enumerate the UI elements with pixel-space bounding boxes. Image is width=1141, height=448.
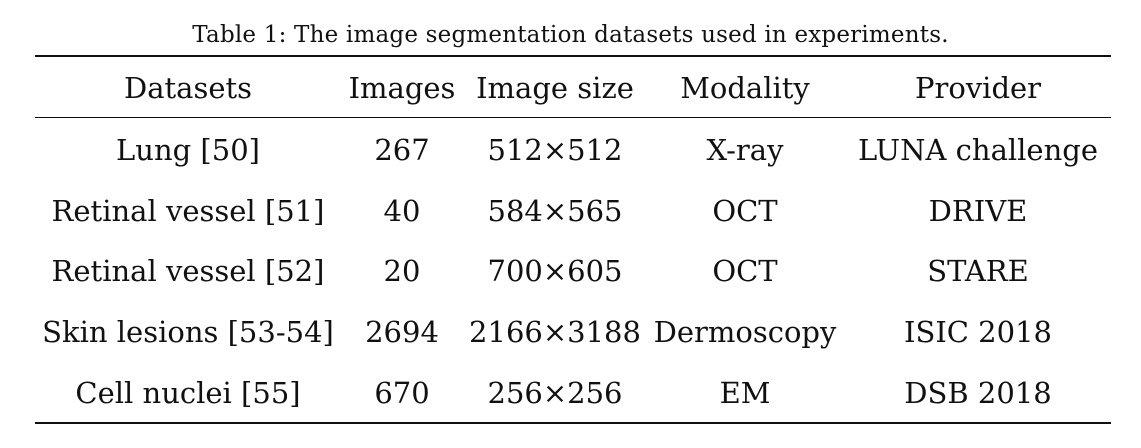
top-rule (35, 55, 1111, 57)
cell-provider: DRIVE (928, 194, 1028, 228)
cell-dataset: Cell nuclei [55] (75, 376, 301, 410)
cell-image-size: 700×605 (487, 254, 623, 288)
cell-provider: STARE (927, 254, 1029, 288)
cell-dataset: Retinal vessel [51] (51, 194, 325, 228)
cell-image-size: 584×565 (487, 194, 623, 228)
header-datasets: Datasets (123, 71, 253, 105)
table-row: Retinal vessel [52] 20 700×605 OCT STARE (0, 251, 1141, 291)
table-header-row: Datasets Images Image size Modality Prov… (0, 68, 1141, 108)
cell-modality: Dermoscopy (653, 315, 837, 349)
cell-dataset: Retinal vessel [52] (51, 254, 325, 288)
cell-images: 40 (383, 194, 421, 228)
cell-provider: ISIC 2018 (904, 315, 1052, 349)
cell-image-size: 256×256 (487, 376, 623, 410)
cell-dataset: Skin lesions [53-54] (42, 315, 334, 349)
header-modality: Modality (680, 71, 810, 105)
cell-images: 267 (374, 133, 430, 167)
header-rule (35, 117, 1111, 118)
cell-images: 20 (383, 254, 421, 288)
cell-dataset: Lung [50] (116, 133, 260, 167)
bottom-rule (35, 422, 1111, 424)
table-row: Retinal vessel [51] 40 584×565 OCT DRIVE (0, 191, 1141, 231)
cell-modality: OCT (712, 194, 778, 228)
header-image-size: Image size (476, 71, 634, 105)
cell-provider: DSB 2018 (904, 376, 1052, 410)
cell-images: 670 (374, 376, 430, 410)
table-row: Cell nuclei [55] 670 256×256 EM DSB 2018 (0, 373, 1141, 413)
cell-image-size: 2166×3188 (469, 315, 641, 349)
cell-modality: X-ray (706, 133, 784, 167)
header-images: Images (348, 71, 456, 105)
table-caption: Table 1: The image segmentation datasets… (192, 22, 949, 48)
table-row: Skin lesions [53-54] 2694 2166×3188 Derm… (0, 312, 1141, 352)
cell-provider: LUNA challenge (858, 133, 1098, 167)
cell-modality: OCT (712, 254, 778, 288)
cell-image-size: 512×512 (487, 133, 623, 167)
header-provider: Provider (914, 71, 1042, 105)
cell-modality: EM (719, 376, 771, 410)
cell-images: 2694 (365, 315, 439, 349)
table-row: Lung [50] 267 512×512 X-ray LUNA challen… (0, 130, 1141, 170)
